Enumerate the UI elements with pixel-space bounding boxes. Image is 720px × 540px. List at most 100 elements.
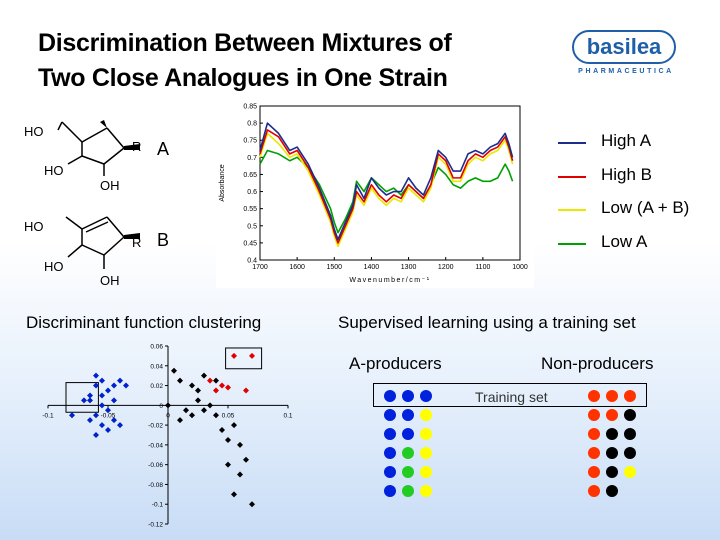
scatter-point [189,412,195,419]
molecule-b-atom-ho-left: HO [44,259,64,274]
molecule-a-atom-r: R [132,139,141,154]
legend-label: High A [601,131,652,150]
scatter-point [117,422,123,429]
molecule-b-label: B [157,230,170,250]
scatter-point [231,422,237,429]
classification-dot [420,485,432,497]
scatter-y-tick-label: -0.08 [148,482,163,489]
scatter-point [237,471,243,478]
classification-dot [588,447,600,459]
legend-label: High B [601,164,653,184]
classification-dot [402,390,414,402]
slide-title: Discrimination Between Mixtures of Two C… [38,26,558,96]
spectrum-series-line [259,122,514,241]
y-tick-label: 0.6 [247,189,257,196]
classification-dot [420,447,432,459]
y-tick-label: 0.4 [247,258,257,265]
molecule-a-atom-ho-top: HO [24,124,44,139]
legend-label: Low (A + B) [601,198,690,217]
scatter-point [231,491,237,498]
molecule-b-atom-oh: OH [100,273,120,288]
y-tick-label: 0.85 [243,104,257,111]
scatter-point [105,387,111,394]
legend-swatch [558,142,586,144]
scatter-point [111,382,117,389]
classification-dot [606,485,618,497]
scatter-y-tick-label: -0.12 [148,522,163,529]
scatter-point [81,397,87,404]
legend-swatch [558,209,586,211]
clustering-heading: Discriminant function clustering [26,313,262,332]
classification-dot [384,485,396,497]
molecule-b-structure: HO HO OH R [24,216,141,288]
scatter-y-tick-label: -0.06 [148,462,163,469]
scatter-point [99,402,105,409]
training-set-label: Training set [475,389,548,405]
scatter-point [249,352,255,359]
classification-dot [624,447,636,459]
scatter-point [243,387,249,394]
scatter-point [69,412,75,419]
supervised-heading: Supervised learning using a training set [338,313,636,332]
scatter-point [99,422,105,429]
classification-dot [606,428,618,440]
scatter-point [201,407,207,414]
y-tick-label: 0.45 [243,240,257,247]
y-tick-label: 0.8 [247,121,257,128]
scatter-point [243,456,249,463]
scatter-point [165,402,171,409]
molecule-a-label: A [157,139,170,159]
classification-dot [588,466,600,478]
x-tick-label: 1600 [289,264,305,271]
classification-dot [384,409,396,421]
scatter-point [87,397,93,404]
scatter-point [213,387,219,394]
classification-dot [588,390,600,402]
x-tick-label: 1300 [401,264,417,271]
plot-frame [259,105,521,261]
y-tick-label: 0.75 [243,138,257,145]
classification-dot [384,447,396,459]
scatter-point [99,377,105,384]
scatter-point [219,427,225,434]
scatter-point [93,432,99,438]
scatter-point [195,387,201,394]
spectrum-series-line [259,132,514,248]
scatter-point [183,407,189,414]
scatter-point [105,407,111,414]
scatter-point [105,427,111,434]
non-producers-label: Non-producers [541,354,654,373]
scatter-point [93,382,99,389]
scatter-point [93,412,99,419]
scatter-point [171,367,177,374]
classification-dot [624,390,636,402]
classification-dot [588,409,600,421]
scatter-point [177,417,183,424]
classification-dot [624,466,636,478]
scatter-x-tick-label: -0.1 [42,412,54,419]
x-tick-label: 1400 [364,264,380,271]
classification-dot-grid [384,390,636,497]
scatter-point [189,382,195,389]
classification-dot [606,466,618,478]
x-tick-label: 1200 [438,264,454,271]
logo-wordmark: basilea [572,30,676,64]
scatter-point [123,382,129,389]
classification-dot [606,390,618,402]
y-tick-label: 0.5 [247,223,257,230]
scatter-point [195,397,201,404]
scatter-point [87,392,93,399]
scatter-point [93,372,99,379]
scatter-y-tick-label: -0.02 [148,423,163,430]
scatter-y-tick-label: 0.06 [150,344,163,351]
red-cluster-highlight-box [225,347,263,370]
classification-dot [420,466,432,478]
classification-dot [624,409,636,421]
molecule-a-atom-ho-left: HO [44,163,64,178]
classification-dot [588,428,600,440]
molecule-b-atom-r: R [132,235,141,250]
scatter-point [225,384,231,391]
classification-dot [588,485,600,497]
scatter-point [111,417,117,424]
